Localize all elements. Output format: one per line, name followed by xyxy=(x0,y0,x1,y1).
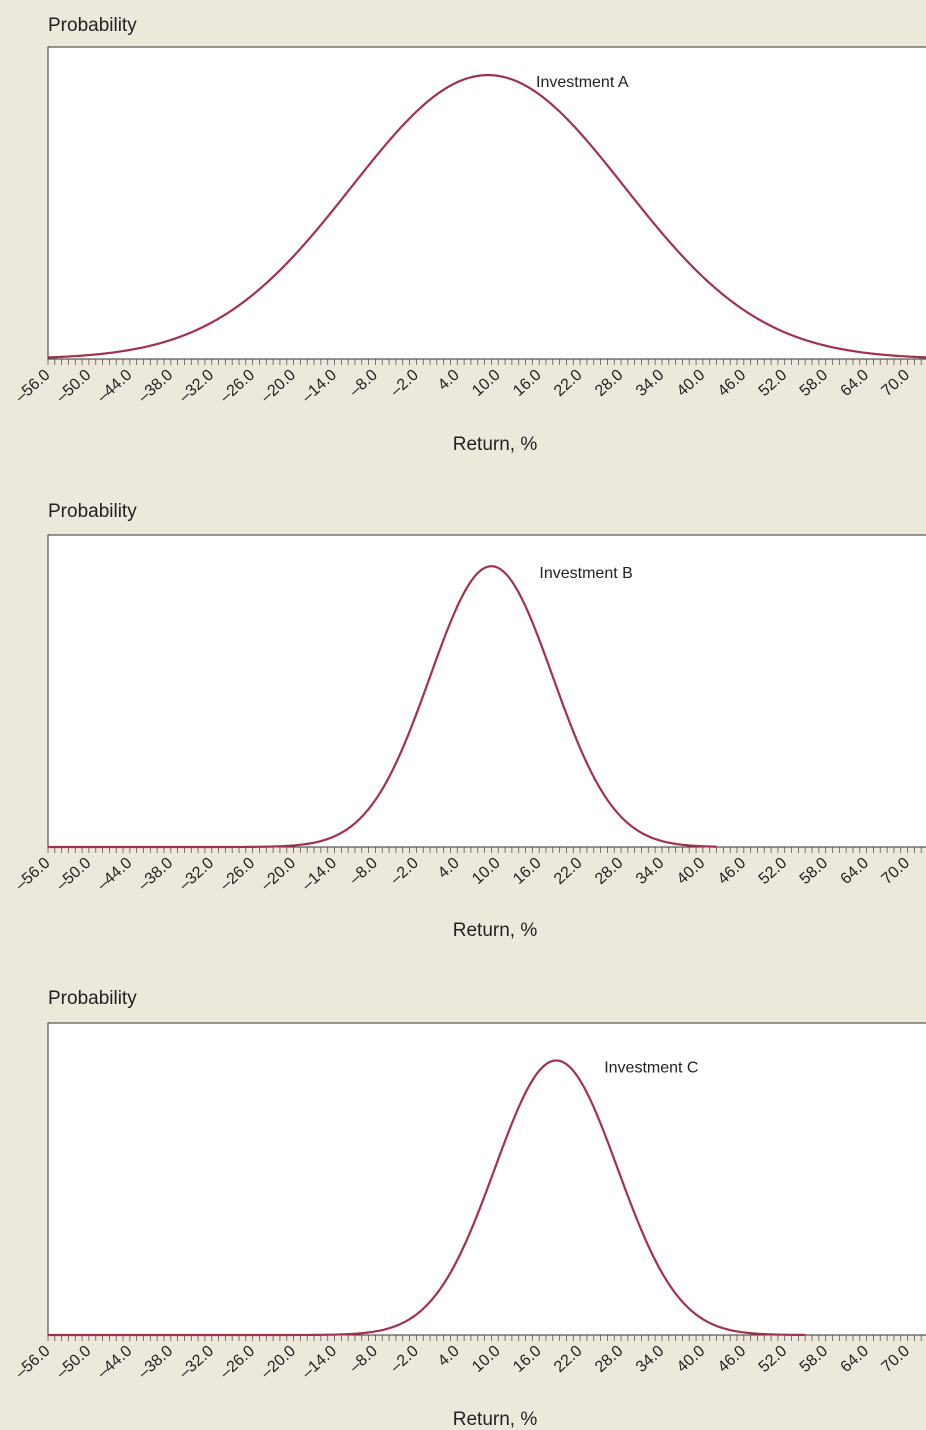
x-tick-label: –20.0 xyxy=(258,854,299,894)
x-tick-label: 28.0 xyxy=(592,1342,627,1376)
x-tick-label: 34.0 xyxy=(633,366,668,400)
x-tick-label: –26.0 xyxy=(217,1342,258,1382)
series-label: Investment C xyxy=(604,1059,698,1076)
x-tick-label: 70.0 xyxy=(879,1342,914,1376)
x-tick-label: 40.0 xyxy=(674,366,709,400)
x-tick-label: –20.0 xyxy=(258,1342,299,1382)
x-tick-label: 22.0 xyxy=(551,366,586,400)
plot-area xyxy=(47,534,926,848)
x-axis-tick-labels: –56.0 –50.0 –44.0 –38.0 –32.0 –26.0 –20.0 –14.0… xyxy=(12,1342,913,1382)
x-tick-label: –26.0 xyxy=(217,366,258,406)
distribution-curve xyxy=(48,565,717,849)
x-tick-label: –32.0 xyxy=(176,854,217,894)
x-tick-label: 46.0 xyxy=(715,854,750,888)
x-tick-label: 4.0 xyxy=(435,366,463,394)
y-axis-label: Probability xyxy=(48,501,137,522)
x-tick-label: –20.0 xyxy=(258,366,299,406)
x-axis-tick-labels: –56.0 –50.0 –44.0 –38.0 –32.0 –26.0 –20.0 –14.0… xyxy=(12,366,913,406)
x-tick-label: 4.0 xyxy=(435,854,463,882)
x-tick-label: 70.0 xyxy=(879,366,914,400)
plot-area xyxy=(47,1022,926,1336)
x-tick-label: 40.0 xyxy=(674,854,709,888)
x-tick-label: –2.0 xyxy=(387,366,422,400)
x-tick-label: 28.0 xyxy=(592,854,627,888)
x-tick-label: –2.0 xyxy=(387,854,422,888)
x-tick-label: –50.0 xyxy=(53,854,94,894)
x-tick-label: 10.0 xyxy=(469,854,504,888)
chart-investment-b: Probability –56.0 –50.0 –44.0 –38.0 –32.0 –26… xyxy=(12,501,926,941)
x-tick-label: –50.0 xyxy=(53,1342,94,1382)
x-tick-label: 40.0 xyxy=(674,1342,709,1376)
x-axis-label: Return, % xyxy=(453,434,538,455)
x-tick-label: 16.0 xyxy=(510,1342,545,1376)
x-tick-label: 52.0 xyxy=(756,366,791,400)
x-tick-label: –44.0 xyxy=(94,1342,135,1382)
x-tick-label: 16.0 xyxy=(510,854,545,888)
x-axis-minor-ticks xyxy=(47,1335,922,1341)
x-tick-label: 64.0 xyxy=(838,854,873,888)
y-axis-label: Probability xyxy=(48,988,137,1009)
x-tick-label: 22.0 xyxy=(551,1342,586,1376)
x-tick-label: –44.0 xyxy=(94,854,135,894)
x-tick-label: –8.0 xyxy=(346,854,381,888)
x-tick-label: 10.0 xyxy=(469,1342,504,1376)
x-tick-label: –14.0 xyxy=(299,854,340,894)
y-axis-label: Probability xyxy=(48,15,137,36)
x-tick-label: 22.0 xyxy=(551,854,586,888)
x-tick-label: –8.0 xyxy=(346,366,381,400)
x-tick-label: –38.0 xyxy=(135,854,176,894)
x-tick-label: 52.0 xyxy=(756,854,791,888)
x-tick-label: 64.0 xyxy=(838,1342,873,1376)
x-tick-label: –38.0 xyxy=(135,366,176,406)
distribution-curve xyxy=(48,1059,806,1337)
x-tick-label: –14.0 xyxy=(299,1342,340,1382)
x-tick-label: 64.0 xyxy=(838,366,873,400)
x-tick-label: 34.0 xyxy=(633,854,668,888)
plot-area xyxy=(47,46,926,360)
x-tick-label: –2.0 xyxy=(387,1342,422,1376)
series-label: Investment A xyxy=(536,74,629,91)
distribution-curve xyxy=(47,73,926,359)
x-tick-label: –8.0 xyxy=(346,1342,381,1376)
x-tick-label: –56.0 xyxy=(12,366,53,406)
x-tick-label: 4.0 xyxy=(435,1342,463,1370)
x-tick-label: 58.0 xyxy=(797,1342,832,1376)
x-axis-minor-ticks xyxy=(47,359,922,365)
x-axis-label: Return, % xyxy=(453,1409,538,1430)
x-tick-label: 34.0 xyxy=(633,1342,668,1376)
x-tick-label: 58.0 xyxy=(797,366,832,400)
x-tick-label: –38.0 xyxy=(135,1342,176,1382)
x-tick-label: 46.0 xyxy=(715,366,750,400)
chart-investment-c: Probability –56.0 –50.0 –44.0 –38.0 –32.0 –26… xyxy=(12,988,926,1430)
x-tick-label: 28.0 xyxy=(592,366,627,400)
x-tick-label: 16.0 xyxy=(510,366,545,400)
chart-investment-a: Probability –56.0 –50.0 –44.0 –38.0 –32.0 –26… xyxy=(12,15,926,455)
x-tick-label: –44.0 xyxy=(94,366,135,406)
x-tick-label: 10.0 xyxy=(469,366,504,400)
x-axis-label: Return, % xyxy=(453,920,538,941)
x-tick-label: –56.0 xyxy=(12,1342,53,1382)
x-axis-tick-labels: –56.0 –50.0 –44.0 –38.0 –32.0 –26.0 –20.0 –14.0… xyxy=(12,854,913,894)
x-tick-label: –14.0 xyxy=(299,366,340,406)
x-tick-label: 52.0 xyxy=(756,1342,791,1376)
x-tick-label: –32.0 xyxy=(176,1342,217,1382)
x-tick-label: –56.0 xyxy=(12,854,53,894)
x-tick-label: 58.0 xyxy=(797,854,832,888)
x-tick-label: –50.0 xyxy=(53,366,94,406)
x-axis-minor-ticks xyxy=(47,847,922,853)
x-tick-label: 46.0 xyxy=(715,1342,750,1376)
series-label: Investment B xyxy=(539,565,632,582)
x-tick-label: 70.0 xyxy=(879,854,914,888)
x-tick-label: –32.0 xyxy=(176,366,217,406)
x-tick-label: –26.0 xyxy=(217,854,258,894)
